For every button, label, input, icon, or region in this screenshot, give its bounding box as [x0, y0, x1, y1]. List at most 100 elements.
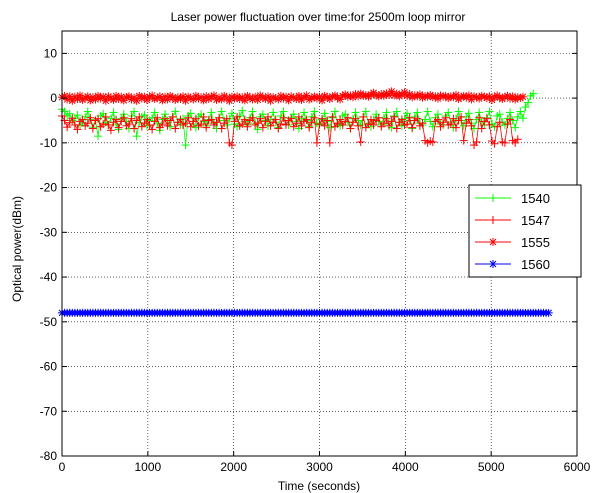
legend-item-1555: 1555	[475, 235, 550, 250]
data-point	[186, 122, 195, 131]
data-point	[269, 108, 278, 117]
data-point	[220, 119, 229, 128]
data-point	[354, 121, 363, 130]
data-point	[392, 124, 401, 133]
data-point	[261, 117, 270, 126]
data-point	[88, 124, 97, 133]
data-point	[171, 124, 180, 133]
data-point	[101, 112, 110, 121]
data-point	[171, 107, 180, 116]
data-point	[428, 122, 437, 131]
data-point	[258, 110, 267, 119]
data-point	[485, 107, 494, 116]
data-point	[83, 119, 92, 128]
y-tick-label: 10	[44, 46, 58, 60]
data-point	[485, 92, 494, 101]
data-point	[65, 109, 74, 118]
data-point	[318, 96, 327, 105]
data-point	[114, 123, 123, 132]
data-point	[271, 115, 280, 124]
data-point	[320, 121, 329, 130]
data-point	[135, 112, 144, 121]
data-point	[112, 115, 121, 124]
chart-title: Laser power fluctuation over time:for 25…	[171, 10, 466, 24]
data-point	[94, 114, 103, 123]
data-point	[374, 113, 383, 122]
data-point	[544, 308, 553, 317]
data-point	[328, 112, 337, 121]
data-point	[467, 121, 476, 130]
x-tick-label: 1000	[134, 460, 161, 474]
data-point	[253, 119, 262, 128]
data-point	[318, 114, 327, 123]
data-point	[392, 107, 401, 116]
legend: 1540 1547 1555 1560	[468, 184, 582, 278]
data-point	[351, 114, 360, 123]
data-point	[356, 137, 365, 146]
data-point	[73, 125, 82, 134]
data-point	[153, 113, 162, 122]
legend-item-1560: 1560	[475, 257, 550, 272]
x-tick-label: 4000	[392, 460, 419, 474]
data-point	[197, 120, 206, 129]
data-point	[99, 120, 108, 129]
data-point	[325, 123, 334, 132]
data-point	[464, 115, 473, 124]
data-point	[449, 114, 458, 123]
data-point	[307, 118, 316, 127]
data-point	[212, 118, 221, 127]
data-point	[312, 138, 321, 147]
data-point	[124, 120, 133, 129]
y-tick-label: -50	[40, 315, 58, 329]
legend-label: 1540	[521, 191, 550, 206]
data-point	[379, 119, 388, 128]
data-point	[506, 108, 515, 117]
data-point	[294, 112, 303, 121]
data-point	[441, 113, 450, 122]
data-point	[86, 113, 95, 122]
x-tick-label: 3000	[306, 460, 333, 474]
data-point	[361, 107, 370, 116]
data-point	[279, 113, 288, 122]
data-point	[451, 123, 460, 132]
data-point	[423, 107, 432, 116]
data-point	[518, 114, 527, 123]
data-point	[145, 120, 154, 129]
data-point	[413, 114, 422, 123]
data-point	[282, 120, 291, 129]
data-point	[140, 111, 149, 120]
data-point	[274, 124, 283, 133]
data-point	[382, 114, 391, 123]
data-point	[346, 124, 355, 133]
data-point	[367, 115, 375, 124]
data-point	[176, 115, 185, 124]
series-1547	[58, 112, 522, 150]
data-point	[292, 119, 301, 128]
data-point	[127, 114, 136, 123]
legend-marker	[489, 216, 497, 224]
legend-label: 1560	[521, 257, 550, 272]
data-point	[199, 112, 208, 121]
y-tick-label: -80	[40, 449, 58, 463]
data-point	[258, 123, 267, 132]
data-point	[439, 118, 448, 127]
data-point	[485, 120, 494, 129]
data-point	[418, 119, 427, 128]
data-point	[521, 103, 530, 112]
data-point	[243, 122, 252, 131]
data-point	[470, 92, 478, 101]
data-point	[364, 120, 373, 129]
y-axis-label: Optical power(dBm)	[10, 196, 24, 302]
data-point	[94, 132, 103, 141]
data-point	[428, 137, 437, 146]
data-point	[68, 114, 77, 123]
data-point	[70, 120, 79, 129]
data-point	[506, 115, 515, 124]
data-point	[387, 117, 396, 126]
data-point	[495, 110, 504, 119]
data-point	[240, 115, 249, 124]
data-point	[297, 121, 306, 130]
data-point	[106, 114, 115, 123]
data-point	[454, 107, 463, 116]
data-point	[300, 108, 309, 117]
